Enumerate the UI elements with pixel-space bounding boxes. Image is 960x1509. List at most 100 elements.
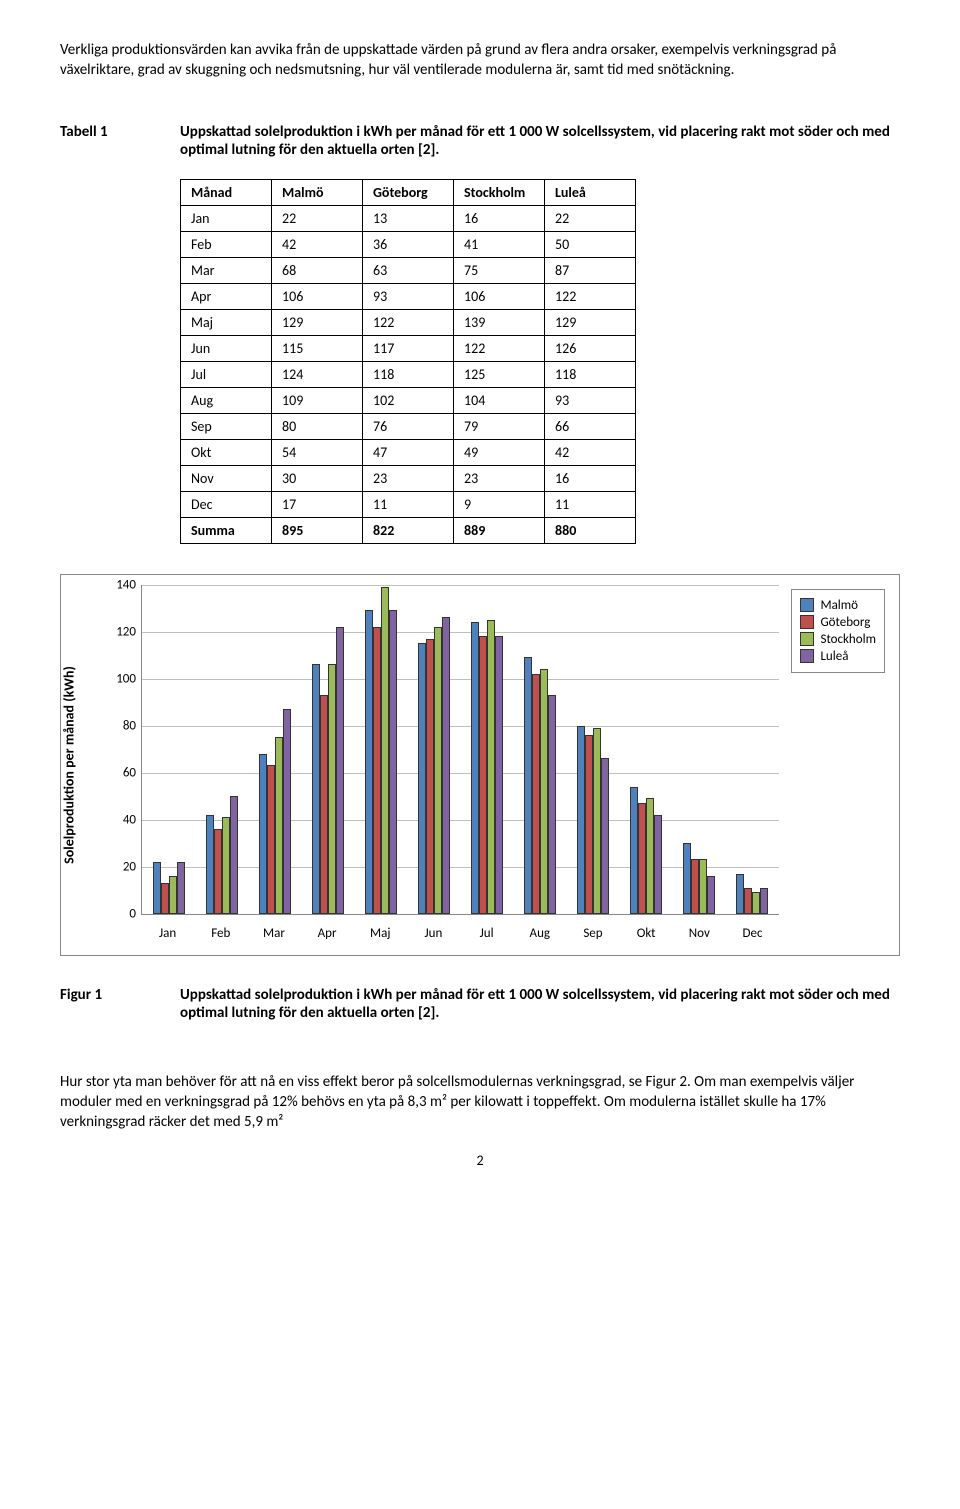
table-row: Dec1711911 [181, 491, 636, 517]
chart-bar [381, 587, 389, 914]
table-cell: Maj [181, 309, 272, 335]
table-cell: 23 [454, 465, 545, 491]
chart-bar-group [514, 585, 567, 914]
chart-bar [434, 627, 442, 914]
table-cell: 54 [272, 439, 363, 465]
chart-bar [442, 617, 450, 913]
chart-x-label: Sep [566, 926, 619, 941]
chart-y-tick: 100 [116, 671, 142, 686]
chart-bar [259, 754, 267, 914]
legend-label: Luleå [820, 649, 848, 664]
table-cell: 117 [363, 335, 454, 361]
table-header-cell: Månad [181, 179, 272, 205]
legend-item: Stockholm [800, 632, 876, 647]
table-header-cell: Stockholm [454, 179, 545, 205]
chart-y-tick: 120 [116, 624, 142, 639]
table-cell: 42 [545, 439, 636, 465]
table-caption-text: Uppskattad solelproduktion i kWh per mån… [180, 123, 900, 159]
chart-bar [691, 859, 699, 913]
chart-bar [206, 815, 214, 914]
table-cell: 11 [545, 491, 636, 517]
chart-bar [744, 888, 752, 914]
chart-y-tick: 140 [116, 577, 142, 592]
table-cell: 9 [454, 491, 545, 517]
chart-bar [630, 787, 638, 914]
chart-bar [312, 664, 320, 913]
table-cell: 75 [454, 257, 545, 283]
chart-bar-group [673, 585, 726, 914]
chart-bar [177, 862, 185, 914]
chart-bar [336, 627, 344, 914]
table-cell: Jan [181, 205, 272, 231]
table-cell: Okt [181, 439, 272, 465]
table-cell: Jul [181, 361, 272, 387]
chart-bar [230, 796, 238, 914]
table-cell: 115 [272, 335, 363, 361]
chart-x-label: Mar [247, 926, 300, 941]
table-summary-row: Summa895822889880 [181, 517, 636, 543]
chart-bar [524, 657, 532, 913]
chart-bar [471, 622, 479, 913]
legend-swatch [800, 632, 814, 646]
table-cell: Apr [181, 283, 272, 309]
table-cell: Sep [181, 413, 272, 439]
production-chart: Solelproduktion per månad (kWh) 02040608… [60, 574, 900, 956]
table-cell: 87 [545, 257, 636, 283]
table-cell: 41 [454, 231, 545, 257]
table-row: Apr10693106122 [181, 283, 636, 309]
chart-y-tick: 60 [123, 765, 142, 780]
chart-bar-group [460, 585, 513, 914]
table-cell: 42 [272, 231, 363, 257]
table-cell: Feb [181, 231, 272, 257]
table-cell: 102 [363, 387, 454, 413]
table-cell: 76 [363, 413, 454, 439]
legend-label: Göteborg [820, 615, 870, 630]
chart-bar [169, 876, 177, 914]
table-cell: 13 [363, 205, 454, 231]
chart-bar [760, 888, 768, 914]
chart-x-label: Maj [354, 926, 407, 941]
chart-bar [585, 735, 593, 914]
table-cell: 109 [272, 387, 363, 413]
chart-bar [479, 636, 487, 913]
chart-bar [161, 883, 169, 914]
table-cell: 50 [545, 231, 636, 257]
chart-bar [699, 859, 707, 913]
chart-bar [593, 728, 601, 914]
figure-caption-label: Figur 1 [60, 986, 180, 1022]
table-cell: 129 [272, 309, 363, 335]
chart-bar [153, 862, 161, 914]
chart-bar-group [407, 585, 460, 914]
chart-bar-group [195, 585, 248, 914]
chart-legend: Malmö Göteborg Stockholm Luleå [791, 589, 885, 673]
chart-bar [752, 892, 760, 913]
table-row: Nov30232316 [181, 465, 636, 491]
table-cell: 80 [272, 413, 363, 439]
chart-bar [548, 695, 556, 914]
chart-bar [707, 876, 715, 914]
table-row: Aug10910210493 [181, 387, 636, 413]
chart-y-tick: 20 [123, 859, 142, 874]
table-row: Jun115117122126 [181, 335, 636, 361]
table-cell: 66 [545, 413, 636, 439]
table-cell: 124 [272, 361, 363, 387]
chart-bar-group [248, 585, 301, 914]
table-header-cell: Malmö [272, 179, 363, 205]
table-cell: 880 [545, 517, 636, 543]
legend-label: Malmö [820, 598, 858, 613]
table-row: Jan22131622 [181, 205, 636, 231]
chart-x-label: Jan [141, 926, 194, 941]
chart-bar [577, 726, 585, 914]
chart-x-label: Aug [513, 926, 566, 941]
table-cell: 17 [272, 491, 363, 517]
chart-x-label: Jul [460, 926, 513, 941]
table-row: Maj129122139129 [181, 309, 636, 335]
chart-bar [418, 643, 426, 913]
legend-swatch [800, 598, 814, 612]
chart-bar-group [726, 585, 779, 914]
table-row: Okt54474942 [181, 439, 636, 465]
table-cell: 126 [545, 335, 636, 361]
chart-bar-group [620, 585, 673, 914]
table-cell: Summa [181, 517, 272, 543]
chart-bar [638, 803, 646, 913]
